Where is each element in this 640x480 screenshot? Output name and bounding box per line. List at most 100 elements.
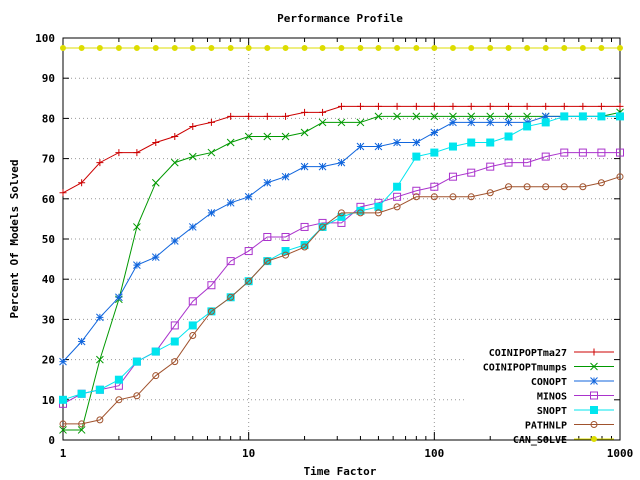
data-point (560, 183, 568, 191)
data-point (300, 241, 309, 250)
data-point (133, 223, 141, 231)
y-tick-label: 60 (42, 193, 55, 206)
data-point (393, 112, 401, 121)
data-point (133, 149, 141, 157)
data-point (542, 45, 549, 52)
y-tick-label: 100 (35, 32, 55, 45)
data-point (96, 416, 104, 424)
data-point (504, 112, 513, 121)
data-point (59, 357, 67, 366)
data-point (430, 148, 439, 157)
data-point (356, 206, 365, 215)
legend-marker (590, 377, 598, 385)
data-point (375, 45, 382, 52)
data-point (412, 152, 421, 161)
data-point (597, 102, 605, 110)
data-point (504, 118, 513, 127)
data-point (170, 158, 179, 167)
data-point (523, 112, 531, 121)
y-tick-label: 20 (42, 354, 55, 367)
data-point (560, 148, 569, 157)
data-point (115, 45, 122, 52)
data-point (301, 45, 308, 52)
data-point (430, 193, 438, 201)
data-point (486, 112, 495, 121)
data-point (318, 118, 327, 127)
data-point (282, 45, 289, 52)
legend-marker (590, 362, 598, 371)
data-point (170, 321, 179, 330)
data-point (430, 128, 439, 137)
data-point (78, 45, 85, 52)
data-point (300, 162, 309, 171)
data-point (356, 118, 365, 127)
data-point (393, 138, 401, 147)
data-point (133, 45, 140, 52)
data-point (374, 112, 383, 121)
data-point (616, 173, 624, 181)
y-tick-label: 10 (42, 394, 55, 407)
data-point (467, 118, 476, 127)
data-point (467, 102, 475, 110)
data-point (431, 45, 438, 52)
data-point (188, 152, 197, 161)
data-point (560, 112, 569, 121)
data-point (430, 102, 438, 110)
legend-label: SNOPT (537, 406, 567, 417)
data-point (449, 193, 457, 201)
data-point (207, 118, 215, 126)
data-point (151, 178, 160, 187)
legend-entry: PATHNLP (525, 421, 614, 432)
data-point (524, 45, 531, 52)
data-point (616, 102, 624, 110)
data-point (77, 389, 86, 398)
series-can-solve (60, 45, 623, 52)
data-point (245, 45, 252, 52)
data-point (151, 253, 160, 261)
data-point (281, 132, 290, 141)
data-point (115, 293, 123, 302)
data-point (449, 112, 457, 121)
data-point (152, 45, 159, 52)
data-point (95, 385, 104, 394)
legend-label: COINIPOPTma27 (489, 348, 567, 359)
data-point (207, 307, 215, 315)
data-point (319, 223, 327, 231)
data-point (133, 392, 141, 400)
data-point (356, 142, 365, 151)
data-point (281, 232, 290, 241)
legend-marker (590, 391, 598, 400)
data-point (152, 372, 160, 380)
data-point (96, 159, 104, 167)
data-point (207, 281, 216, 290)
legend-entry: CONOPT (531, 377, 614, 388)
x-tick-label: 1000 (607, 447, 634, 460)
legend: COINIPOPTma27 COINIPOPTmumps CONOPT MINOS SN… (483, 348, 614, 446)
data-point (523, 122, 532, 131)
data-point (356, 209, 364, 217)
y-tick-label: 50 (42, 233, 55, 246)
data-point (616, 112, 624, 121)
series-snopt (59, 112, 624, 404)
data-point (579, 183, 587, 191)
data-point (412, 102, 420, 110)
y-tick-label: 90 (42, 72, 55, 85)
x-axis-label: Time Factor (304, 465, 377, 478)
data-point (393, 192, 402, 201)
data-point (59, 426, 67, 434)
data-point (319, 108, 327, 116)
legend-entry: COINIPOPTma27 (489, 348, 614, 359)
x-tick-label: 1 (60, 447, 67, 460)
data-point (467, 112, 476, 121)
data-point (486, 138, 495, 147)
data-point (207, 209, 216, 217)
data-point (77, 337, 86, 346)
data-point (226, 138, 235, 147)
y-tick-label: 0 (48, 434, 55, 447)
data-point (60, 45, 66, 52)
data-point (542, 183, 550, 191)
legend-entry: SNOPT (537, 406, 614, 417)
data-point (188, 321, 197, 330)
data-point (412, 112, 421, 121)
